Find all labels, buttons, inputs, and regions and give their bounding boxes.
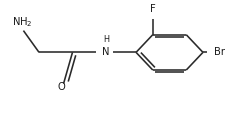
Text: NH$_2$: NH$_2$: [12, 16, 33, 29]
Text: F: F: [150, 4, 156, 14]
Text: H: H: [103, 35, 109, 44]
Text: O: O: [57, 82, 65, 92]
Text: N: N: [102, 47, 110, 57]
Text: Br: Br: [214, 47, 225, 57]
